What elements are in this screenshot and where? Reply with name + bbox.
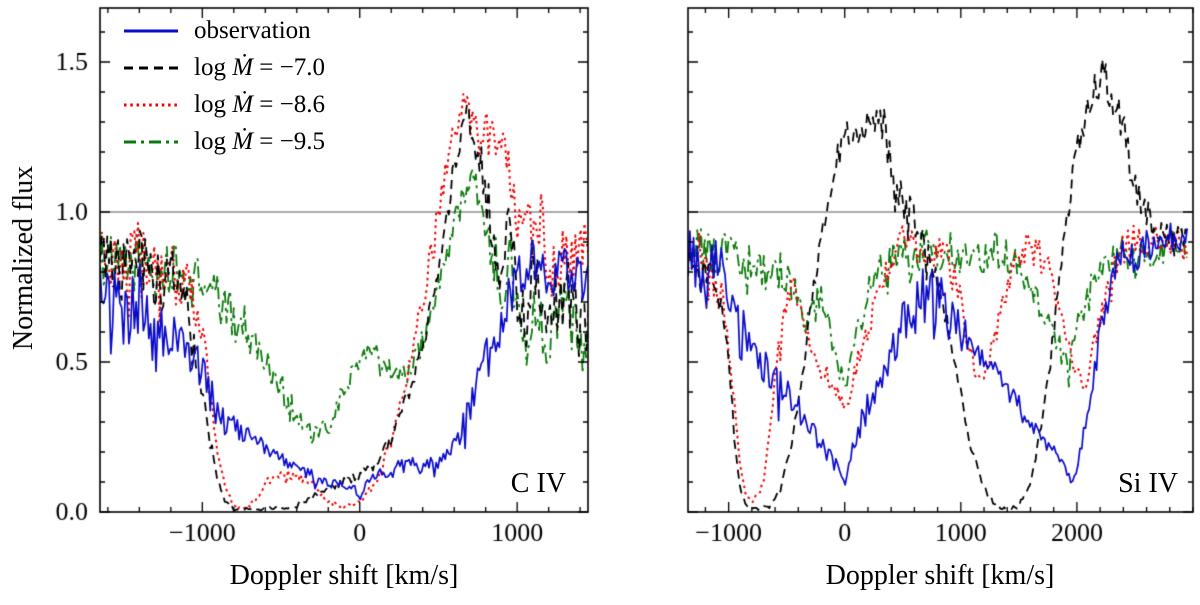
legend-item-mdot-7.0: log Ṁ = −7.0: [124, 49, 325, 86]
legend-item-mdot-8.6: log Ṁ = −8.6: [124, 86, 325, 123]
legend-line-mdot-7.0: [124, 66, 178, 69]
legend-label-observation: observation: [194, 16, 311, 44]
legend-label-mdot-8.6: log Ṁ = −8.6: [194, 90, 325, 118]
legend-label-mdot-7.0: log Ṁ = −7.0: [194, 53, 325, 81]
legend: observation log Ṁ = −7.0 log Ṁ = −8.6 log Ṁ…: [124, 12, 325, 160]
ion-label-c-iv: C IV: [510, 468, 566, 499]
panel-si-iv: Doppler shift [km/s] Si IV: [600, 0, 1200, 605]
legend-item-mdot-9.5: log Ṁ = −9.5: [124, 123, 325, 160]
x-axis-title-right: Doppler shift [km/s]: [825, 560, 1055, 591]
x-axis-title-left: Doppler shift [km/s]: [229, 560, 459, 591]
c-iv-plot-canvas: [0, 0, 600, 605]
panel-c-iv: Normalized flux Doppler shift [km/s] C I…: [0, 0, 600, 605]
y-axis-title: Normalized flux: [8, 165, 39, 351]
legend-line-mdot-9.5: [124, 140, 178, 143]
legend-item-observation: observation: [124, 12, 325, 49]
ion-label-si-iv: Si IV: [1118, 468, 1178, 499]
legend-label-mdot-9.5: log Ṁ = −9.5: [194, 127, 325, 155]
legend-line-observation: [124, 29, 178, 32]
legend-line-mdot-8.6: [124, 103, 178, 106]
si-iv-plot-canvas: [600, 0, 1200, 605]
